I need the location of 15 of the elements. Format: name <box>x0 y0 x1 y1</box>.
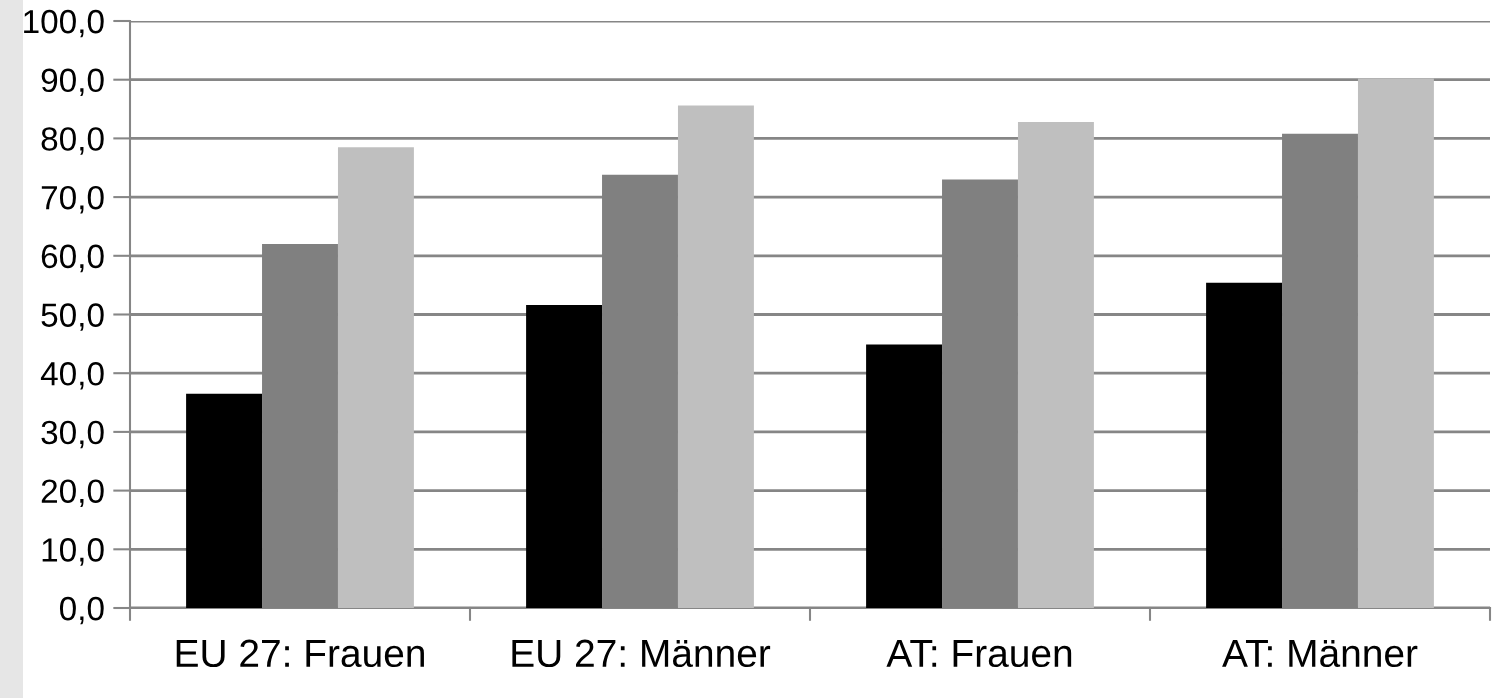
y-tick-label: 80,0 <box>41 127 104 155</box>
y-tick-label: 70,0 <box>41 185 104 214</box>
y-tick-label: 30,0 <box>41 420 104 449</box>
y-tick-label: 90,0 <box>41 68 104 97</box>
y-tick-label: 50,0 <box>41 303 104 331</box>
y-tick-label: 10,0 <box>42 538 104 566</box>
y-tick-label: 100,0 <box>24 9 104 38</box>
x-tick-label: AT: Frauen <box>886 639 1072 668</box>
x-tick-label: AT: Männer <box>1222 639 1418 668</box>
x-tick-label: EU 27: Frauen <box>176 639 424 668</box>
y-tick-label: 20,0 <box>41 479 104 507</box>
y-tick-label: 0,0 <box>59 596 104 625</box>
x-tick-label: EU 27: Männer <box>512 639 771 668</box>
y-tick-label: 40,0 <box>40 362 104 390</box>
y-tick-label: 60,0 <box>41 244 104 273</box>
